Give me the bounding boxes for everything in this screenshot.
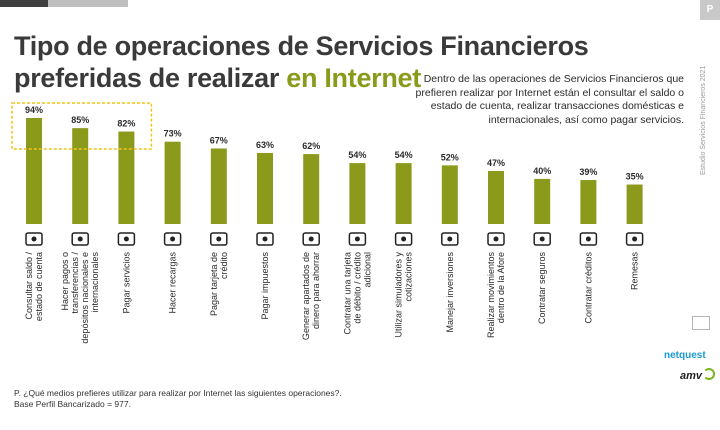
wallet-icon [25,232,43,246]
amvo-logo: amv [680,370,703,382]
investment-icon-dot [447,236,453,242]
bar-1 [26,118,42,224]
value-label-14: 35% [626,172,644,182]
bar-2 [72,128,89,224]
bar-13 [580,180,597,224]
netquest-logo: netquest [664,350,706,361]
credit-hand-icon [579,232,598,246]
money-bag-icon [256,232,274,246]
bar-11 [488,171,504,224]
category-label-3: Pagar servicios [121,252,131,314]
category-label-11: Realizar movimientosdentro de la Afore [486,252,506,339]
monitor-icon-dot [493,236,499,242]
value-label-4: 73% [164,129,182,139]
value-label-10: 52% [441,152,459,162]
umbrella-icon-dot [539,236,545,242]
bar-5 [210,148,227,224]
description-text: Dentro de las operaciones de Servicios F… [415,73,684,126]
top-bar-dark [0,0,48,7]
title-line-2: preferidas de realizar en Internet [14,62,589,94]
category-label-9: Utilizar simuladores ycotizaciones [394,252,414,338]
title-highlight: en Internet [286,63,421,93]
value-label-11: 47% [487,158,505,168]
category-label-10: Manejar inversiones [445,252,455,333]
bar-14 [626,184,643,224]
money-bag-icon-dot [262,236,268,242]
value-label-13: 39% [579,167,597,177]
category-label-8: Contratar una tarjetade débito / crédito… [342,252,372,335]
value-label-12: 40% [533,166,551,176]
umbrella-icon [533,232,551,246]
bar-9 [395,163,412,224]
category-label-14: Remesas [630,252,640,291]
transfer-icon-dot [77,236,83,242]
piggy-bank-icon [302,232,320,246]
value-label-1: 94% [25,105,43,115]
category-label-1: Consultar saldo /estado de cuenta [24,252,44,322]
credit-card-icon-dot [216,236,222,242]
category-label-12: Contratar seguros [537,252,547,325]
calculator-icon [394,232,413,246]
value-label-9: 54% [395,150,413,160]
category-label-6: Pagar impuestos [260,252,270,320]
category-label-13: Contratar créditos [583,252,593,324]
bar-10 [441,165,458,224]
category-label-7: Generar apartados dedinero para ahorrar [301,252,321,340]
side-caption: Estudio Servicios Financieros 2021 [700,65,707,175]
bar-8 [349,163,366,224]
bar-3 [118,131,135,224]
bar-6 [257,152,273,224]
category-label-4: Hacer recargas [168,252,178,314]
top-bar-light [48,0,128,7]
calculator-icon-dot [401,236,407,242]
phone-icon-dot [170,236,176,242]
category-label-2: Hacer pagos otransferencias /depósitos n… [60,252,100,344]
amvo-logo-mark [703,368,715,380]
cards-icon [348,232,367,246]
chart-thumbnail-icon [692,316,710,330]
value-label-2: 85% [71,115,89,125]
page-badge: P [700,0,720,20]
value-label-7: 62% [302,141,320,151]
credit-hand-icon-dot [585,236,591,242]
phone-icon [163,232,182,246]
value-label-3: 82% [117,119,135,129]
value-label-8: 54% [348,150,366,160]
highlight-box [11,102,153,150]
bar-12 [534,178,551,224]
bar-4 [164,141,181,224]
title-line-1: Tipo de operaciones de Servicios Financi… [14,31,589,61]
category-label-5: Pagar tarjeta decrédito [209,252,229,316]
credit-card-icon [210,232,228,246]
investment-icon [441,232,459,246]
value-label-5: 67% [210,135,228,145]
bar-7 [303,154,320,224]
money-envelope-icon-dot [632,236,638,242]
value-label-6: 63% [256,140,274,150]
monitor-icon [487,232,505,246]
footnote: P. ¿Qué medios prefieres utilizar para r… [14,388,342,409]
cards-icon-dot [354,236,360,242]
bill-pay-icon [117,232,136,246]
bill-pay-icon-dot [123,236,129,242]
money-envelope-icon [625,232,644,246]
wallet-icon-dot [31,236,37,242]
page-title: Tipo de operaciones de Servicios Financi… [14,30,589,94]
transfer-icon [71,232,89,246]
title-line-2-prefix: preferidas de realizar [14,63,287,93]
piggy-bank-icon-dot [308,236,314,242]
